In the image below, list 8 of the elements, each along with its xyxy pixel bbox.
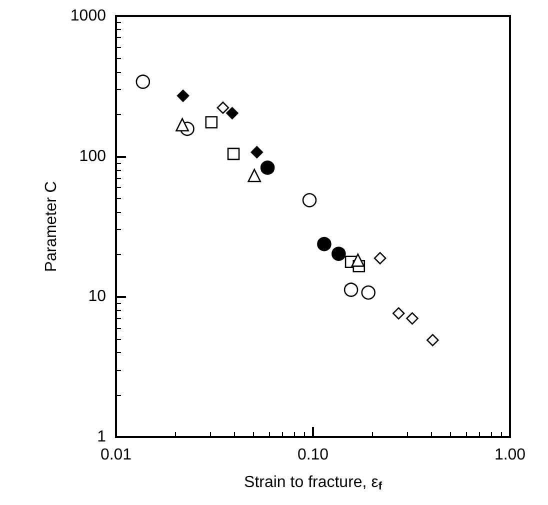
x-tick-label: 1.00 bbox=[494, 446, 526, 464]
y-axis-title: Parameter C bbox=[43, 181, 60, 272]
y-tick-label: 10 bbox=[88, 288, 106, 306]
y-tick-label: 100 bbox=[79, 148, 106, 165]
y-tick-label: 1000 bbox=[70, 8, 106, 24]
x-tick-label: 0.10 bbox=[297, 446, 329, 464]
y-tick-label: 1 bbox=[97, 428, 106, 446]
x-tick-label: 0.01 bbox=[100, 446, 132, 464]
